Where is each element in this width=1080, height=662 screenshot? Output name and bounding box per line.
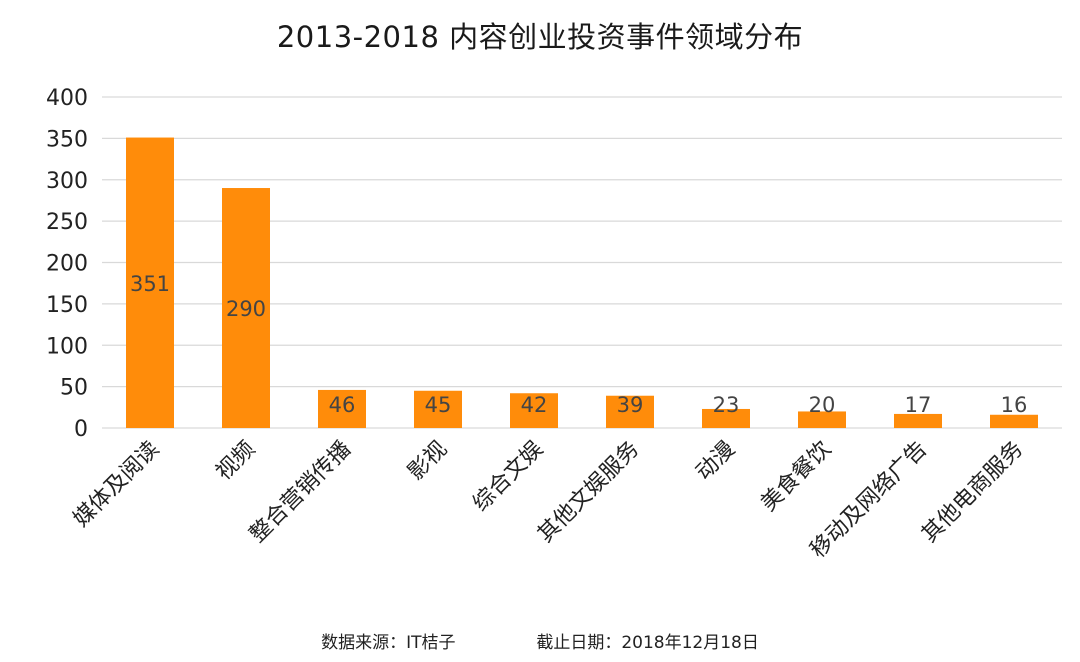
y-tick-label: 300 xyxy=(46,169,88,194)
category-label: 媒体及阅读 xyxy=(69,437,164,532)
chart-title: 2013-2018 内容创业投资事件领域分布 xyxy=(276,20,804,54)
bar xyxy=(798,411,846,428)
category-label: 视频 xyxy=(211,437,260,486)
data-label: 45 xyxy=(425,393,452,417)
bar xyxy=(318,389,366,428)
category-label: 整合营销传播 xyxy=(245,437,356,548)
y-tick-label: 0 xyxy=(74,417,88,442)
data-label: 351 xyxy=(130,272,170,296)
bar xyxy=(606,395,654,428)
category-label: 其他文娱服务 xyxy=(533,437,644,548)
bar xyxy=(414,390,462,428)
data-label: 290 xyxy=(226,297,266,321)
y-tick-label: 150 xyxy=(46,293,88,318)
y-tick-label: 400 xyxy=(46,86,88,111)
bar xyxy=(126,137,174,429)
category-label: 影视 xyxy=(403,437,452,486)
data-label: 42 xyxy=(521,393,548,417)
bar xyxy=(702,408,750,428)
y-axis-ticks: 0 50 100 150 200 250 300 350 400 xyxy=(46,86,88,442)
y-tick-label: 50 xyxy=(60,376,88,401)
y-tick-label: 100 xyxy=(46,334,88,359)
data-label: 20 xyxy=(809,393,836,417)
bars xyxy=(126,137,1038,429)
footer: 数据来源：IT桔子 截止日期：2018年12月18日 xyxy=(0,628,1080,653)
bar xyxy=(894,413,942,428)
y-tick-label: 250 xyxy=(46,210,88,235)
category-label: 动漫 xyxy=(691,437,740,486)
y-tick-label: 350 xyxy=(46,127,88,152)
data-label: 46 xyxy=(329,393,356,417)
category-label: 综合文娱 xyxy=(468,437,548,517)
category-label: 美食餐饮 xyxy=(756,437,836,517)
data-label: 39 xyxy=(617,393,644,417)
data-label: 16 xyxy=(1001,393,1028,417)
bar xyxy=(510,393,558,428)
data-label: 23 xyxy=(713,393,740,417)
y-tick-label: 200 xyxy=(46,252,88,277)
category-label: 其他电商服务 xyxy=(917,437,1028,548)
bar xyxy=(222,188,270,428)
bar xyxy=(990,414,1038,428)
date-note: 截止日期：2018年12月18日 xyxy=(536,633,759,653)
data-label: 17 xyxy=(905,393,932,417)
data-labels: 351 290 46 45 42 39 23 20 17 16 xyxy=(130,272,1027,417)
source-note: 数据来源：IT桔子 xyxy=(321,633,456,653)
